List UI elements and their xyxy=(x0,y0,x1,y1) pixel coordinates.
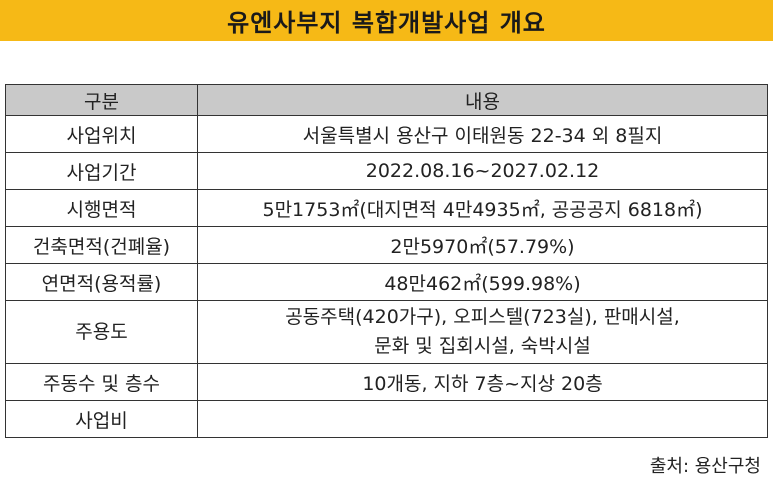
row-value xyxy=(197,400,768,438)
row-value-line: 서울특별시 용산구 이태원동 22-34 외 8필지 xyxy=(302,124,663,147)
source-note: 출처: 용산구청 xyxy=(649,456,761,477)
row-label: 건축면적(건폐율) xyxy=(5,226,198,264)
table-row: 사업위치 서울특별시 용산구 이태원동 22-34 외 8필지 xyxy=(5,115,768,153)
row-value-line: 2만5970㎡(57.79%) xyxy=(390,235,575,258)
table-row: 건축면적(건폐율) 2만5970㎡(57.79%) xyxy=(5,226,768,264)
row-value-line: 10개동, 지하 7층~지상 20층 xyxy=(362,372,603,395)
row-value: 5만1753㎡(대지면적 4만4935㎡, 공공공지 6818㎡) xyxy=(197,189,768,227)
row-label: 주용도 xyxy=(5,300,198,364)
row-value-line: 2022.08.16~2027.02.12 xyxy=(365,160,600,182)
row-value: 공동주택(420가구), 오피스텔(723실), 판매시설, 문화 및 집회시설… xyxy=(197,300,768,364)
row-value: 2만5970㎡(57.79%) xyxy=(197,226,768,264)
row-value-line: 48만462㎡(599.98%) xyxy=(384,272,581,295)
table-header-row: 구분 내용 xyxy=(5,84,768,116)
row-label: 사업위치 xyxy=(5,115,198,153)
row-label: 사업비 xyxy=(5,400,198,438)
row-value: 서울특별시 용산구 이태원동 22-34 외 8필지 xyxy=(197,115,768,153)
row-value-line: 5만1753㎡(대지면적 4만4935㎡, 공공공지 6818㎡) xyxy=(262,198,703,221)
table-row: 연면적(용적률) 48만462㎡(599.98%) xyxy=(5,263,768,301)
overview-table: 구분 내용 사업위치 서울특별시 용산구 이태원동 22-34 외 8필지 사업… xyxy=(5,84,768,438)
row-value: 10개동, 지하 7층~지상 20층 xyxy=(197,363,768,401)
row-label: 주동수 및 층수 xyxy=(5,363,198,401)
table-row: 사업기간 2022.08.16~2027.02.12 xyxy=(5,152,768,190)
page-title: 유엔사부지 복합개발사업 개요 xyxy=(227,9,546,37)
table-row: 주동수 및 층수 10개동, 지하 7층~지상 20층 xyxy=(5,363,768,401)
row-label: 연면적(용적률) xyxy=(5,263,198,301)
row-value-line: 문화 및 집회시설, 숙박시설 xyxy=(374,335,591,357)
table-row: 주용도 공동주택(420가구), 오피스텔(723실), 판매시설, 문화 및 … xyxy=(5,300,768,364)
row-label: 시행면적 xyxy=(5,189,198,227)
title-bar: 유엔사부지 복합개발사업 개요 xyxy=(0,0,773,41)
row-value: 2022.08.16~2027.02.12 xyxy=(197,152,768,190)
header-content: 내용 xyxy=(197,84,768,116)
row-value: 48만462㎡(599.98%) xyxy=(197,263,768,301)
row-label: 사업기간 xyxy=(5,152,198,190)
table-row: 시행면적 5만1753㎡(대지면적 4만4935㎡, 공공공지 6818㎡) xyxy=(5,189,768,227)
header-category: 구분 xyxy=(5,84,198,116)
table-row: 사업비 xyxy=(5,400,768,438)
row-value-line: 공동주택(420가구), 오피스텔(723실), 판매시설, xyxy=(285,306,680,328)
